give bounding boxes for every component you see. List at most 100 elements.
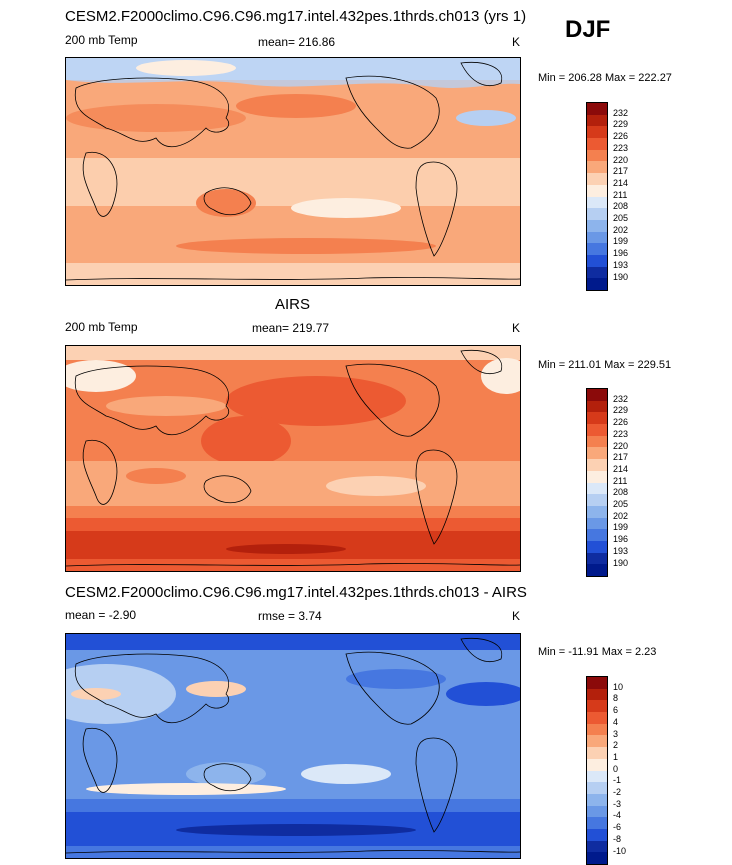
panel1-map-svg [66, 58, 520, 285]
colorbar-cell [587, 505, 607, 518]
colorbar-tick-label: 190 [613, 557, 629, 568]
colorbar-tick-label: 193 [613, 259, 629, 270]
panel3-map-svg [66, 634, 520, 858]
colorbar-cell [587, 173, 607, 185]
colorbar-cell [587, 770, 607, 783]
colorbar-tick-label: 229 [613, 119, 629, 130]
colorbar-tick-label: 223 [613, 428, 629, 439]
colorbar-cell [587, 758, 607, 771]
panel2-indian-warm [126, 468, 186, 484]
colorbar-tick-label: 199 [613, 522, 629, 533]
colorbar-tick-label: 205 [613, 213, 629, 223]
colorbar-tick-label: 208 [613, 201, 629, 212]
season-label: DJF [565, 16, 611, 43]
panel1-tropical-band [66, 158, 520, 206]
colorbar-cell [587, 243, 607, 255]
panel1-variable-label: 200 mb Temp [65, 33, 138, 47]
colorbar-cell [587, 852, 607, 864]
colorbar-cell [587, 677, 607, 689]
colorbar-tick-label: -1 [613, 775, 622, 786]
colorbar-cell [587, 424, 607, 436]
colorbar-tick-label: 226 [613, 131, 629, 142]
panel2-map [65, 345, 521, 572]
colorbar-tick-label: 1 [613, 751, 619, 762]
panel1-asia-warm [66, 104, 246, 132]
colorbar-tick-label: 3 [613, 728, 619, 739]
colorbar-tick-label: 214 [613, 177, 629, 188]
colorbar-cell [587, 805, 607, 818]
panel3-map [65, 633, 521, 859]
colorbar-cell [587, 389, 607, 401]
panel3-australia-mid [186, 762, 266, 786]
colorbar-cell [587, 459, 607, 471]
colorbar-cell [587, 552, 607, 565]
colorbar-tick-label: 220 [613, 154, 629, 165]
colorbar-cell [587, 723, 607, 736]
colorbar-cell [587, 517, 607, 530]
colorbar-tick-label: -3 [613, 798, 622, 809]
panel2-npac-warm [226, 376, 406, 426]
colorbar-cell [587, 400, 607, 413]
panel3-colorbar [586, 676, 608, 865]
colorbar-cell [587, 540, 607, 553]
colorbar-tick-label: 0 [613, 763, 619, 774]
colorbar-cell [587, 149, 607, 162]
panel2-southern-max [226, 544, 346, 554]
panel3-title: CESM2.F2000climo.C96.C96.mg17.intel.432p… [65, 584, 527, 601]
panel1-map [65, 57, 521, 286]
colorbar-tick-label: 4 [613, 716, 619, 727]
colorbar-cell [587, 114, 607, 127]
colorbar-tick-label: 211 [613, 189, 628, 200]
colorbar-tick-label: 2 [613, 740, 619, 751]
panel3-npac-cold [346, 669, 446, 689]
colorbar-tick-label: 8 [613, 693, 619, 704]
panel2-arctic-band [66, 346, 520, 360]
colorbar-tick-label: 193 [613, 545, 629, 556]
colorbar-tick-label: 220 [613, 440, 629, 451]
colorbar-tick-label: 6 [613, 705, 619, 716]
panel1-units-label: K [512, 35, 521, 49]
colorbar-cell [587, 529, 607, 541]
colorbar-tick-label: 190 [613, 271, 629, 282]
colorbar-tick-label: 223 [613, 142, 629, 153]
colorbar-tick-label: 196 [613, 534, 629, 545]
colorbar-cell [587, 840, 607, 853]
colorbar-cell [587, 735, 607, 748]
colorbar-tick-label: 229 [613, 405, 629, 416]
panel3-units-label: K [512, 609, 521, 623]
colorbar-cell [587, 196, 607, 209]
colorbar-cell [587, 712, 607, 724]
colorbar-cell [587, 208, 607, 220]
colorbar-tick-label: -4 [613, 810, 622, 821]
panel3-eurasia-warm [71, 688, 121, 700]
panel3-minmax: Min = -11.91 Max = 2.23 [538, 646, 657, 658]
panel2-mean-label: mean= 219.77 [252, 321, 330, 335]
colorbar-cell [587, 412, 607, 425]
colorbar-cell [587, 126, 607, 139]
colorbar-cell [587, 688, 607, 701]
colorbar-cell [587, 700, 607, 713]
colorbar-tick-label: 208 [613, 487, 629, 498]
colorbar-cell [587, 231, 607, 244]
panel3-southern-min [176, 824, 416, 836]
colorbar-tick-label: -2 [613, 787, 622, 797]
colorbar-tick-label: 196 [613, 248, 629, 259]
colorbar-tick-label: -8 [613, 833, 622, 844]
panel2-units-label: K [512, 321, 521, 335]
panel3-rmse-label: rmse = 3.74 [258, 609, 322, 623]
panel1-antarctic-band [66, 263, 520, 285]
colorbar-tick-label: -10 [613, 845, 627, 856]
panel3-arctic-band [66, 634, 520, 650]
colorbar-cell [587, 494, 607, 506]
panel2-coastlines [66, 349, 520, 567]
colorbar-cell [587, 793, 607, 806]
panel1-title: CESM2.F2000climo.C96.C96.mg17.intel.432p… [65, 8, 527, 25]
panel1-colorbar [586, 102, 608, 291]
panel2-title: AIRS [275, 296, 311, 313]
colorbar-cell [587, 782, 607, 794]
panel3-asia-warm [186, 681, 246, 697]
colorbar-cell [587, 470, 607, 483]
colorbar-cell [587, 138, 607, 150]
colorbar-tick-label: 214 [613, 463, 629, 474]
panel3-coastlines [66, 637, 520, 854]
